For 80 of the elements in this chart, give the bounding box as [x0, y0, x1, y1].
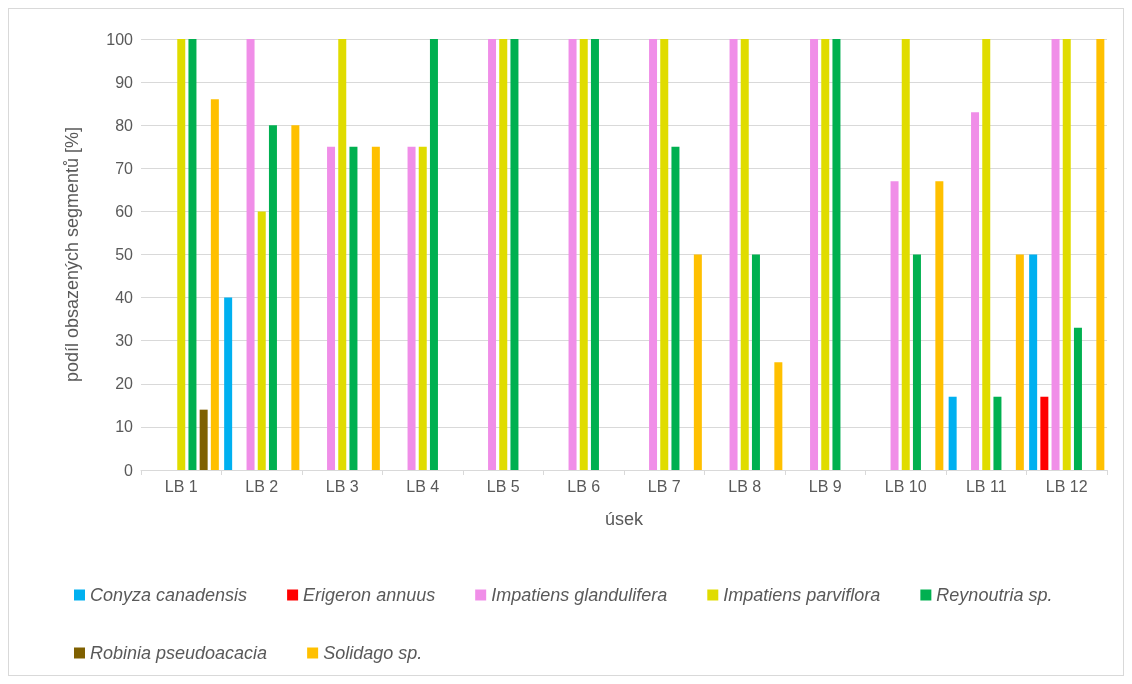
bar	[948, 396, 957, 470]
y-tick-label: 50	[115, 246, 134, 263]
x-tick-label: LB 9	[808, 477, 842, 495]
bar	[810, 39, 819, 470]
bar	[1029, 254, 1038, 470]
bar	[1073, 327, 1082, 470]
bar	[1096, 39, 1105, 470]
x-tick-label: LB 10	[884, 477, 927, 495]
y-tick-label: 100	[106, 30, 134, 48]
x-tick-label: LB 4	[406, 477, 440, 495]
y-tick-label: 30	[115, 332, 134, 350]
x-tick-label: LB 1	[164, 477, 198, 495]
bar	[488, 39, 497, 470]
x-tick-label: LB 6	[567, 477, 601, 495]
x-tick-label: LB 11	[965, 477, 1007, 495]
legend-label: Impatiens parviflora	[723, 585, 881, 605]
legend-label: Reynoutria sp.	[936, 585, 1053, 605]
bar	[982, 39, 991, 470]
bar	[993, 396, 1002, 470]
y-tick-label: 10	[115, 418, 134, 436]
bar	[291, 125, 300, 470]
x-tick-label: LB 7	[647, 477, 681, 495]
bar	[568, 39, 577, 470]
bar	[671, 146, 680, 470]
y-tick-label: 40	[115, 289, 134, 307]
x-tick-label: LB 12	[1045, 477, 1088, 495]
bar	[210, 99, 219, 470]
x-tick-label: LB 3	[325, 477, 359, 495]
bar	[510, 39, 519, 470]
x-tick-label: LB 2	[245, 477, 279, 495]
bar	[821, 39, 830, 470]
bar	[499, 39, 508, 470]
legend-label: Robinia pseudoacacia	[90, 643, 268, 663]
bar	[901, 39, 910, 470]
bar	[1040, 396, 1049, 470]
bar	[268, 125, 277, 470]
bar	[224, 297, 233, 470]
bar	[729, 39, 738, 470]
bar	[660, 39, 669, 470]
x-axis-title: úsek	[604, 509, 645, 529]
legend-label: Impatiens glandulifera	[491, 585, 668, 605]
bar	[1051, 39, 1060, 470]
legend-label: Conyza canadensis	[90, 585, 248, 605]
bar	[751, 254, 760, 470]
bar	[649, 39, 658, 470]
bar	[257, 211, 266, 470]
bar	[188, 39, 197, 470]
x-tick-label: LB 8	[728, 477, 762, 495]
x-tick-label: LB 5	[486, 477, 520, 495]
bar	[327, 146, 336, 470]
y-tick-label: 20	[115, 375, 134, 393]
bar	[338, 39, 347, 470]
bar	[971, 112, 980, 470]
bar	[590, 39, 599, 470]
y-tick-label: 70	[115, 159, 134, 177]
legend-label: Erigeron annuus	[303, 585, 436, 605]
bar	[693, 254, 702, 470]
bar	[1062, 39, 1071, 470]
bar	[199, 409, 208, 470]
y-tick-label: 60	[115, 202, 134, 220]
bar	[890, 181, 899, 470]
y-axis-title: podíl obsazených segmentů [%]	[62, 126, 82, 383]
bar	[407, 146, 416, 470]
y-tick-label: 90	[115, 73, 134, 91]
bar	[935, 181, 944, 470]
bar	[579, 39, 588, 470]
legend-label: Solidago sp.	[323, 643, 423, 663]
bar	[1015, 254, 1024, 470]
bar	[740, 39, 749, 470]
bar	[177, 39, 186, 470]
y-tick-label: 80	[115, 116, 134, 134]
bar	[349, 146, 358, 470]
bar	[418, 146, 427, 470]
bar	[832, 39, 841, 470]
bar	[371, 146, 380, 470]
bar	[912, 254, 921, 470]
bar	[429, 39, 438, 470]
bar	[774, 362, 783, 470]
bar	[246, 39, 255, 470]
y-tick-label: 0	[124, 461, 134, 479]
